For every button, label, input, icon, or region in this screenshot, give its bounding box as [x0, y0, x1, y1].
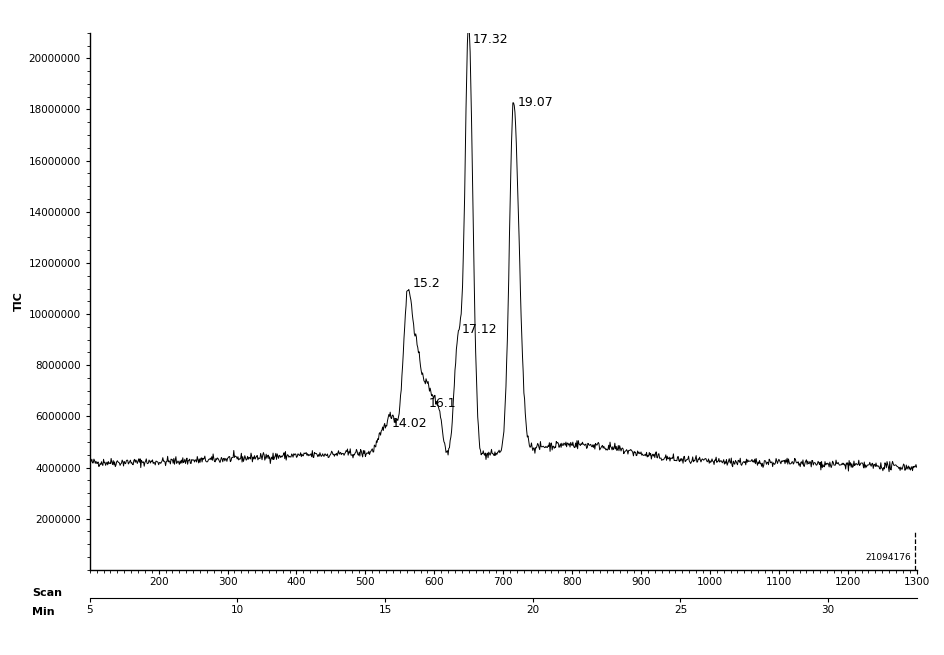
Text: 16.1: 16.1: [429, 397, 456, 410]
Text: 19.07: 19.07: [517, 96, 553, 109]
Text: 15.2: 15.2: [412, 277, 440, 290]
Text: 17.12: 17.12: [461, 323, 497, 336]
Y-axis label: TIC: TIC: [14, 291, 25, 311]
Text: Scan: Scan: [32, 588, 62, 598]
Text: 14.02: 14.02: [391, 417, 427, 430]
Text: 21094176: 21094176: [865, 553, 910, 562]
Text: Min: Min: [32, 607, 55, 618]
Text: 17.32: 17.32: [472, 33, 508, 46]
